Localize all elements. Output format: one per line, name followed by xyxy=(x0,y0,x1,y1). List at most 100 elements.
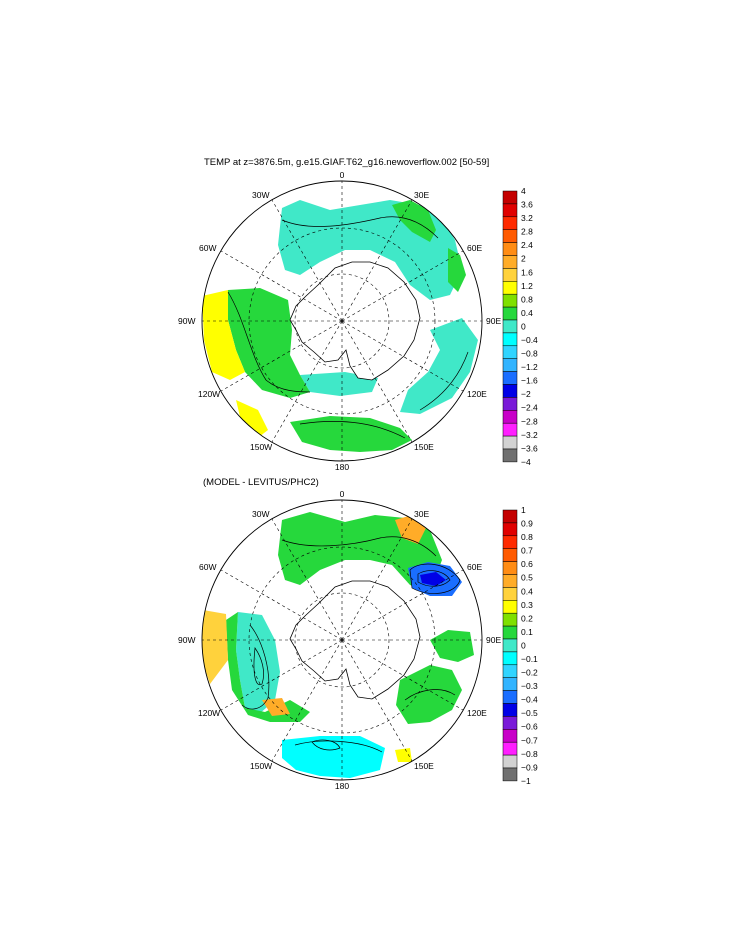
colorbar-tick-label: −0.3 xyxy=(521,681,538,691)
contour-line xyxy=(253,647,264,686)
colorbar-swatch xyxy=(502,651,518,666)
lon-label-90w: 90W xyxy=(178,316,195,326)
field-green-east2 xyxy=(430,630,474,662)
lon-label-60e: 60E xyxy=(467,562,482,572)
lon-label-30w: 30W xyxy=(252,190,269,200)
colorbar-tick-label: 2 xyxy=(521,254,526,264)
panel-title-temperature: TEMP at z=3876.5m, g.e15.GIAF.T62_g16.ne… xyxy=(204,157,490,168)
colorbar-swatch xyxy=(502,561,518,575)
colorbar-swatch xyxy=(502,600,518,614)
colorbar-tick-label: 0.8 xyxy=(521,294,533,304)
lon-label-0: 0 xyxy=(340,170,345,180)
colorbar-swatch xyxy=(502,625,518,640)
colorbar-tick-label: −1.2 xyxy=(521,362,538,372)
colorbar-swatch xyxy=(502,677,518,691)
colorbar-tick-label: −3.2 xyxy=(521,430,538,440)
colorbar-swatch xyxy=(502,384,518,398)
colorbar-swatch xyxy=(502,319,518,334)
contour-line xyxy=(417,570,451,587)
colorbar-tick-label: 1.2 xyxy=(521,281,533,291)
colorbar-tick-label: −0.2 xyxy=(521,668,538,678)
lon-label-0: 0 xyxy=(340,489,345,499)
colorbar-swatch xyxy=(502,293,518,308)
colorbar-swatch xyxy=(502,509,518,524)
contour-line xyxy=(281,216,439,239)
colorbar-swatch xyxy=(502,358,518,372)
colorbar-swatch xyxy=(502,448,518,463)
lon-label-150e: 150E xyxy=(414,442,434,452)
colorbar-swatch xyxy=(502,664,518,678)
colorbar-swatch xyxy=(502,410,518,424)
meridian-lines xyxy=(202,181,482,461)
colorbar-tick-label: 2.4 xyxy=(521,240,533,250)
colorbar-swatch xyxy=(502,216,518,230)
colorbar-swatch xyxy=(502,638,518,653)
lon-label-30w: 30W xyxy=(252,509,269,519)
colorbar-tick-label: −0.6 xyxy=(521,722,538,732)
colorbar-swatch xyxy=(502,703,518,717)
colorbar-tick-label: −0.1 xyxy=(521,654,538,664)
field-yellow-se xyxy=(395,748,412,762)
lon-label-60w: 60W xyxy=(199,243,216,253)
colorbar-tick-label: 0 xyxy=(521,640,526,650)
field-green-east xyxy=(396,665,462,724)
field-orange-south xyxy=(262,698,290,716)
contour-line xyxy=(294,740,383,753)
lon-label-150w: 150W xyxy=(250,761,272,771)
colorbar-tick-label: 3.6 xyxy=(521,200,533,210)
contour-line xyxy=(241,624,270,710)
map-bottom-field xyxy=(202,512,474,778)
colorbar-swatch xyxy=(502,229,518,243)
contour-line xyxy=(281,536,437,557)
field-green-west xyxy=(228,288,310,398)
field-yellow-south xyxy=(236,400,268,440)
colorbar-tick-label: 0.9 xyxy=(521,519,533,529)
colorbar-tick-label: −4 xyxy=(521,457,531,467)
colorbar-swatch xyxy=(502,397,518,411)
map-top-boundary xyxy=(201,180,483,462)
colorbar-tick-label: 1.6 xyxy=(521,267,533,277)
colorbar-swatch xyxy=(502,190,518,205)
colorbar-tick-label: 0.8 xyxy=(521,532,533,542)
lon-label-90e: 90E xyxy=(486,635,501,645)
colorbar-swatch xyxy=(502,548,518,562)
colorbar-swatch xyxy=(502,435,518,450)
lon-label-120w: 120W xyxy=(198,708,220,718)
contour-line xyxy=(419,351,469,411)
colorbar-tick-label: 0.4 xyxy=(521,308,533,318)
field-yellow-west xyxy=(202,610,228,684)
lon-label-30e: 30E xyxy=(414,509,429,519)
colorbar-tick-label: −0.9 xyxy=(521,762,538,772)
colorbar-tick-label: −0.5 xyxy=(521,708,538,718)
colorbar-swatch xyxy=(502,422,518,437)
panel-title-difference: (MODEL - LEVITUS/PHC2) xyxy=(203,477,319,488)
map-bottom-boundary xyxy=(201,499,483,781)
lon-label-150w: 150W xyxy=(250,442,272,452)
colorbar-swatch xyxy=(502,268,518,282)
colorbar-swatch xyxy=(502,242,518,256)
colorbar-tick-label: −1.6 xyxy=(521,376,538,386)
colorbar-tick-label: 1 xyxy=(521,505,526,515)
meridian-lines xyxy=(202,500,482,780)
colorbar-swatch xyxy=(502,690,518,704)
field-yellow-west xyxy=(202,290,245,380)
field-cyan-south xyxy=(282,736,385,778)
colorbar-tick-label: 0.1 xyxy=(521,627,533,637)
colorbar-tick-label: −0.4 xyxy=(521,335,538,345)
colorbar-tick-label: 0.5 xyxy=(521,573,533,583)
lon-label-60w: 60W xyxy=(199,562,216,572)
colorbar-swatch xyxy=(502,371,518,385)
contour-line xyxy=(299,421,406,439)
colorbar-swatch xyxy=(502,345,518,359)
colorbar-tick-label: 4 xyxy=(521,186,526,196)
map-top: 0 30E 60E 90E 120E 150E 180 150W 120W 90… xyxy=(178,170,538,472)
colorbar-swatch xyxy=(502,741,518,756)
colorbar-tick-label: 2.8 xyxy=(521,227,533,237)
colorbar-swatch xyxy=(502,716,518,730)
colorbar-tick-label: 0.3 xyxy=(521,600,533,610)
lon-label-150e: 150E xyxy=(414,761,434,771)
lon-label-120w: 120W xyxy=(198,389,220,399)
lon-label-90w: 90W xyxy=(178,635,195,645)
contour-line xyxy=(311,739,341,751)
colorbar-swatch xyxy=(502,255,518,269)
